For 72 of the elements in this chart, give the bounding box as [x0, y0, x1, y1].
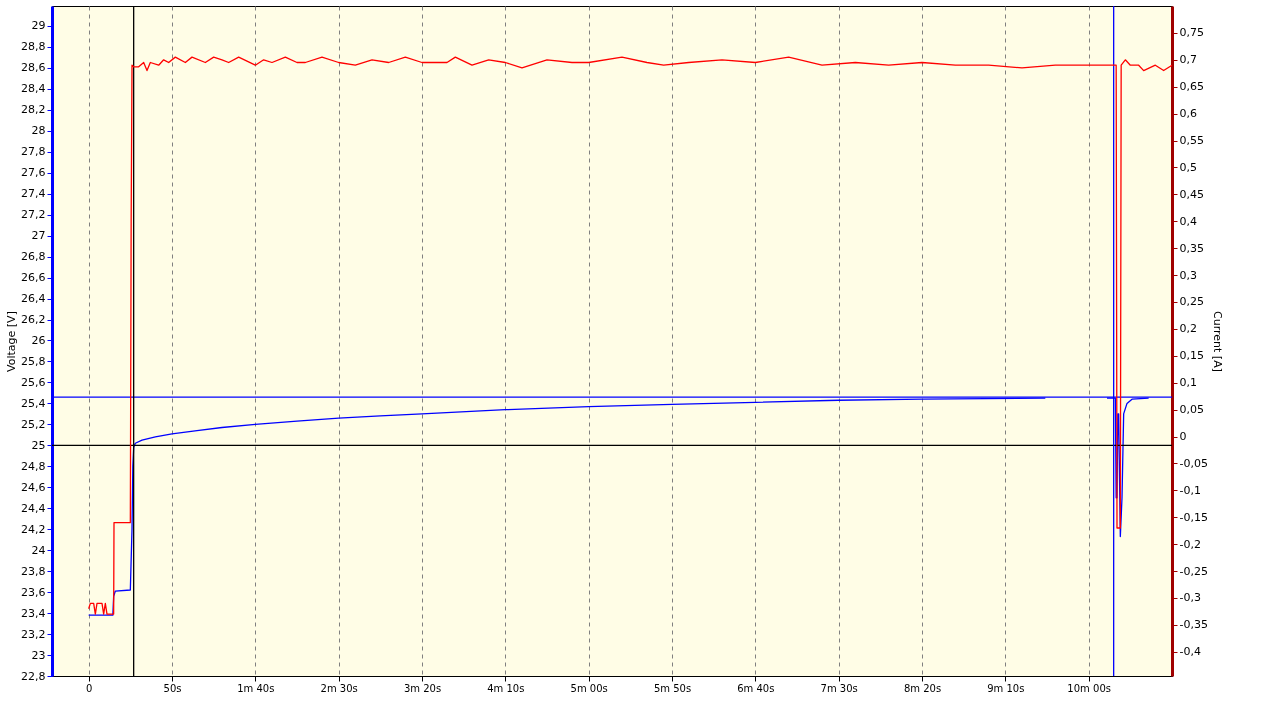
x-tick-label: 7m 30s	[820, 682, 858, 694]
y2-tick-label: -0,05	[1179, 456, 1208, 470]
y-tick-label: 26,6	[21, 271, 46, 285]
y2-tick-label: -0,4	[1179, 645, 1201, 659]
y-tick-label: 27,4	[21, 187, 46, 201]
y-tick-label: 25,2	[21, 417, 46, 431]
y-tick-label: 26	[31, 333, 46, 347]
y2-tick-label: 0,25	[1179, 295, 1204, 309]
x-tick-label: 2m 30s	[320, 682, 358, 694]
y-tick-label: 29	[31, 19, 46, 33]
y2-tick-label: 0,1	[1179, 376, 1197, 390]
y-tick-label: 24,4	[21, 501, 46, 515]
y2-tick-label: -0,1	[1179, 483, 1201, 497]
y-tick-label: 25,8	[21, 354, 46, 368]
y2-tick-label: 0,6	[1179, 107, 1197, 121]
y2-tick-label: -0,3	[1179, 591, 1201, 605]
y-tick-label: 24,2	[21, 522, 46, 536]
y2-tick-label: -0,35	[1179, 618, 1208, 632]
y-tick-label: 22,8	[21, 669, 46, 683]
y-tick-label: 27,8	[21, 145, 46, 159]
y-tick-label: 27,6	[21, 166, 46, 180]
y-tick-label: 26,4	[21, 292, 46, 306]
x-tick-label: 0	[85, 682, 93, 694]
y2-tick-label: 0,4	[1179, 214, 1197, 228]
x-tick-label: 5m 50s	[653, 682, 692, 694]
y-tick-label: 24,8	[21, 459, 46, 473]
y2-tick-label: 0,3	[1179, 268, 1197, 282]
x-tick-label: 8m 20s	[903, 682, 942, 694]
y-tick-label: 27	[31, 229, 46, 243]
y2-tick-label: 0,05	[1179, 403, 1204, 417]
y-tick-label: 23,6	[21, 585, 46, 599]
x-tick-label: 9m 10s	[987, 682, 1025, 694]
y-tick-label: 23,2	[21, 627, 46, 641]
y-tick-label: 28,6	[21, 61, 46, 75]
line-series	[88, 56, 1173, 615]
y2-tick-label: 0,2	[1179, 322, 1197, 336]
y-tick-label: 28,4	[21, 82, 46, 96]
y-tick-label: 28	[31, 124, 46, 138]
y-tick-label: 24,6	[21, 480, 46, 494]
y-tick-label: 25,6	[21, 375, 46, 389]
y2-tick-label: -0,25	[1179, 564, 1208, 578]
y2-tick-label: 0,65	[1179, 80, 1204, 94]
y2-tick-label: -0,2	[1179, 537, 1201, 551]
x-tick-label: 4m 10s	[487, 682, 525, 694]
y2-axis-title: Current [A]	[1210, 311, 1224, 372]
y2-tick-label: 0	[1179, 430, 1187, 444]
y-tick-label: 26,2	[21, 313, 46, 327]
y-tick-label: 23,8	[21, 564, 46, 578]
y-tick-label: 24	[31, 543, 46, 557]
y2-tick-label: 0,75	[1179, 26, 1204, 40]
y-tick-label: 28,8	[21, 40, 46, 54]
x-tick-label: 10m 00s	[1067, 682, 1111, 694]
y2-tick-label: 0,5	[1179, 160, 1197, 174]
y-tick-label: 26,8	[21, 250, 46, 264]
y2-tick-label: 0,15	[1179, 349, 1204, 363]
x-tick-label: 6m 40s	[737, 682, 775, 694]
y-tick-label: 25,4	[21, 396, 46, 410]
y-axis-title: Voltage [V]	[5, 311, 19, 372]
y-tick-label: 27,2	[21, 208, 46, 222]
y2-tick-label: -0,15	[1179, 510, 1208, 524]
y2-tick-label: 0,7	[1179, 53, 1197, 67]
x-tick-label: 3m 20s	[403, 682, 442, 694]
y-tick-label: 23,4	[21, 606, 46, 620]
y-tick-label: 25	[31, 438, 46, 452]
y2-tick-label: 0,35	[1179, 241, 1204, 255]
y2-tick-label: 0,45	[1179, 187, 1204, 201]
x-tick-label: 50s	[163, 682, 182, 694]
y-tick-label: 28,2	[21, 103, 46, 117]
x-tick-label: 5m 00s	[570, 682, 608, 694]
y-tick-label: 23	[31, 648, 46, 662]
x-tick-label: 1m 40s	[237, 682, 275, 694]
y2-tick-label: 0,55	[1179, 134, 1204, 148]
